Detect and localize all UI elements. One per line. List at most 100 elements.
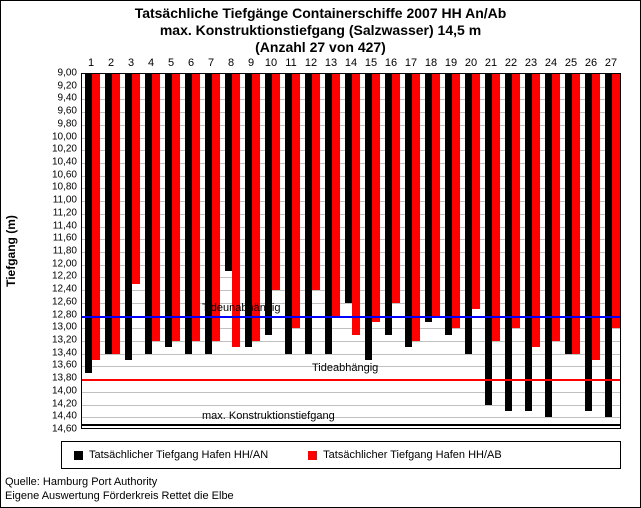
- bar-an: [425, 74, 433, 322]
- x-tick-label: 12: [301, 57, 321, 69]
- bar-ab: [112, 74, 120, 354]
- footnote-1: Quelle: Hamburg Port Authority: [5, 475, 234, 489]
- bar-ab: [412, 74, 420, 341]
- bar-an: [345, 74, 353, 303]
- reference-line: [82, 424, 620, 426]
- bar-ab: [192, 74, 200, 341]
- bar-an: [465, 74, 473, 354]
- y-tick-label: 11,20: [43, 207, 77, 218]
- y-tick-label: 9,00: [43, 68, 77, 79]
- y-tick-label: 12,20: [43, 271, 77, 282]
- bar-ab: [552, 74, 560, 341]
- bar-an: [565, 74, 573, 354]
- x-tick-label: 22: [501, 57, 521, 69]
- y-tick-label: 14,20: [43, 398, 77, 409]
- reference-line: [82, 316, 620, 318]
- bar-ab: [532, 74, 540, 347]
- y-tick-label: 13,00: [43, 322, 77, 333]
- gridline: [82, 417, 620, 418]
- bar-ab: [572, 74, 580, 354]
- legend: Tatsächlicher Tiefgang Hafen HH/AN Tatsä…: [61, 441, 621, 469]
- bar-ab: [312, 74, 320, 290]
- bar-an: [605, 74, 613, 417]
- bar-an: [525, 74, 533, 411]
- bar-ab: [372, 74, 380, 322]
- y-tick-label: 12,80: [43, 309, 77, 320]
- bar-ab: [132, 74, 140, 284]
- x-tick-label: 11: [281, 57, 301, 69]
- title-line-3: (Anzahl 27 von 427): [1, 39, 640, 56]
- bar-ab: [472, 74, 480, 309]
- y-tick-label: 10,80: [43, 182, 77, 193]
- chart-frame: Tatsächliche Tiefgänge Containerschiffe …: [0, 0, 641, 508]
- gridline: [82, 392, 620, 393]
- bar-ab: [352, 74, 360, 335]
- footnote-2: Eigene Auswertung Förderkreis Rettet die…: [5, 489, 234, 503]
- legend-item-an: Tatsächlicher Tiefgang Hafen HH/AN: [74, 449, 268, 461]
- legend-label-ab: Tatsächlicher Tiefgang Hafen HH/AB: [323, 449, 502, 461]
- bar-an: [445, 74, 453, 335]
- x-tick-label: 9: [241, 57, 261, 69]
- x-tick-label: 17: [401, 57, 421, 69]
- bar-an: [145, 74, 153, 354]
- bar-an: [165, 74, 173, 347]
- bar-an: [545, 74, 553, 417]
- bar-an: [265, 74, 273, 335]
- x-tick-label: 5: [161, 57, 181, 69]
- y-tick-label: 14,60: [43, 424, 77, 435]
- title-line-2: max. Konstruktionstiefgang (Salzwasser) …: [1, 22, 640, 39]
- y-tick-label: 12,40: [43, 284, 77, 295]
- y-tick-label: 12,60: [43, 296, 77, 307]
- x-tick-label: 24: [541, 57, 561, 69]
- bar-an: [405, 74, 413, 347]
- x-tick-label: 27: [601, 57, 621, 69]
- y-tick-label: 9,80: [43, 118, 77, 129]
- legend-swatch-ab: [308, 451, 317, 460]
- y-tick-label: 12,00: [43, 258, 77, 269]
- chart-title: Tatsächliche Tiefgänge Containerschiffe …: [1, 1, 640, 55]
- y-tick-label: 13,80: [43, 373, 77, 384]
- y-tick-label: 10,60: [43, 169, 77, 180]
- bar-an: [185, 74, 193, 354]
- bar-ab: [272, 74, 280, 290]
- y-tick-label: 11,80: [43, 246, 77, 257]
- bar-an: [505, 74, 513, 411]
- x-tick-label: 23: [521, 57, 541, 69]
- bar-ab: [612, 74, 620, 328]
- bar-an: [305, 74, 313, 354]
- x-axis-categories: 1234567891011121314151617181920212223242…: [81, 57, 621, 69]
- bar-an: [85, 74, 93, 373]
- bar-an: [385, 74, 393, 335]
- bar-ab: [452, 74, 460, 328]
- bar-ab: [332, 74, 340, 316]
- bar-ab: [432, 74, 440, 316]
- bar-ab: [292, 74, 300, 328]
- reference-line-label: Tideabhängig: [312, 362, 378, 374]
- x-tick-label: 26: [581, 57, 601, 69]
- x-tick-label: 13: [321, 57, 341, 69]
- x-tick-label: 16: [381, 57, 401, 69]
- y-tick-label: 10,20: [43, 144, 77, 155]
- legend-swatch-an: [74, 451, 83, 460]
- bar-an: [225, 74, 233, 271]
- bar-ab: [512, 74, 520, 328]
- x-tick-label: 6: [181, 57, 201, 69]
- y-tick-label: 11,60: [43, 233, 77, 244]
- x-tick-label: 20: [461, 57, 481, 69]
- x-tick-label: 7: [201, 57, 221, 69]
- x-tick-label: 8: [221, 57, 241, 69]
- y-tick-label: 9,60: [43, 106, 77, 117]
- x-tick-label: 10: [261, 57, 281, 69]
- y-tick-label: 14,00: [43, 385, 77, 396]
- y-axis-ticks: 9,009,209,409,609,8010,0010,2010,4010,60…: [45, 73, 79, 429]
- y-tick-label: 9,20: [43, 80, 77, 91]
- y-tick-label: 11,40: [43, 220, 77, 231]
- legend-item-ab: Tatsächlicher Tiefgang Hafen HH/AB: [308, 449, 502, 461]
- reference-line: [82, 379, 620, 381]
- bar-ab: [392, 74, 400, 303]
- y-tick-label: 10,00: [43, 131, 77, 142]
- footnotes: Quelle: Hamburg Port Authority Eigene Au…: [5, 475, 234, 504]
- y-axis-label: Tiefgang (m): [4, 215, 18, 287]
- bar-ab: [492, 74, 500, 341]
- bar-an: [105, 74, 113, 354]
